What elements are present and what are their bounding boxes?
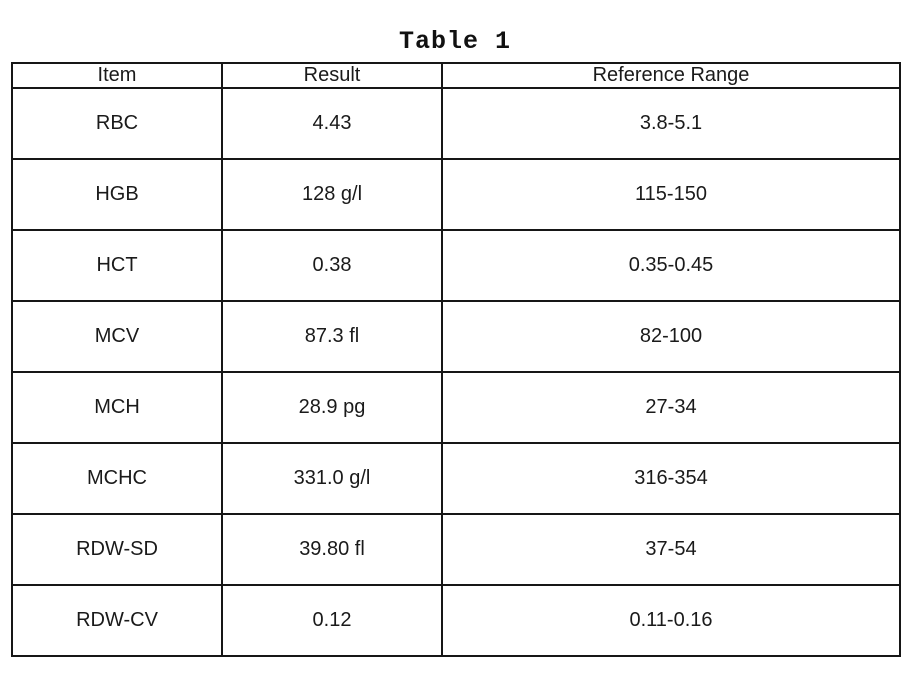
cell-reference-range: 27-34 <box>441 371 901 444</box>
cell-reference-range: 82-100 <box>441 300 901 373</box>
cell-reference-range: 3.8-5.1 <box>441 87 901 160</box>
cell-result: 4.43 <box>221 87 443 160</box>
column-header-reference-range: Reference Range <box>441 62 901 89</box>
table-row: RDW-SD 39.80 fl 37-54 <box>11 513 901 586</box>
table-row: MCHC 331.0 g/l 316-354 <box>11 442 901 515</box>
cell-item: HGB <box>11 158 223 231</box>
cell-item: RBC <box>11 87 223 160</box>
table-header-row: Item Result Reference Range <box>11 62 901 89</box>
cell-result: 87.3 fl <box>221 300 443 373</box>
table-row: MCH 28.9 pg 27-34 <box>11 371 901 444</box>
column-header-result: Result <box>221 62 443 89</box>
column-header-item: Item <box>11 62 223 89</box>
cell-item: RDW-SD <box>11 513 223 586</box>
table-row: RDW-CV 0.12 0.11-0.16 <box>11 584 901 657</box>
cell-item: HCT <box>11 229 223 302</box>
table-row: MCV 87.3 fl 82-100 <box>11 300 901 373</box>
cell-result: 128 g/l <box>221 158 443 231</box>
cell-result: 28.9 pg <box>221 371 443 444</box>
cell-result: 0.38 <box>221 229 443 302</box>
cell-item: MCHC <box>11 442 223 515</box>
cell-reference-range: 115-150 <box>441 158 901 231</box>
cell-reference-range: 0.11-0.16 <box>441 584 901 657</box>
cell-item: RDW-CV <box>11 584 223 657</box>
lab-results-table: Item Result Reference Range RBC 4.43 3.8… <box>11 62 901 657</box>
cell-item: MCV <box>11 300 223 373</box>
cell-reference-range: 0.35-0.45 <box>441 229 901 302</box>
cell-reference-range: 37-54 <box>441 513 901 586</box>
table-row: HCT 0.38 0.35-0.45 <box>11 229 901 302</box>
cell-item: MCH <box>11 371 223 444</box>
table-row: RBC 4.43 3.8-5.1 <box>11 87 901 160</box>
table-row: HGB 128 g/l 115-150 <box>11 158 901 231</box>
cell-result: 39.80 fl <box>221 513 443 586</box>
cell-result: 0.12 <box>221 584 443 657</box>
table-title: Table 1 <box>398 27 512 56</box>
cell-reference-range: 316-354 <box>441 442 901 515</box>
cell-result: 331.0 g/l <box>221 442 443 515</box>
